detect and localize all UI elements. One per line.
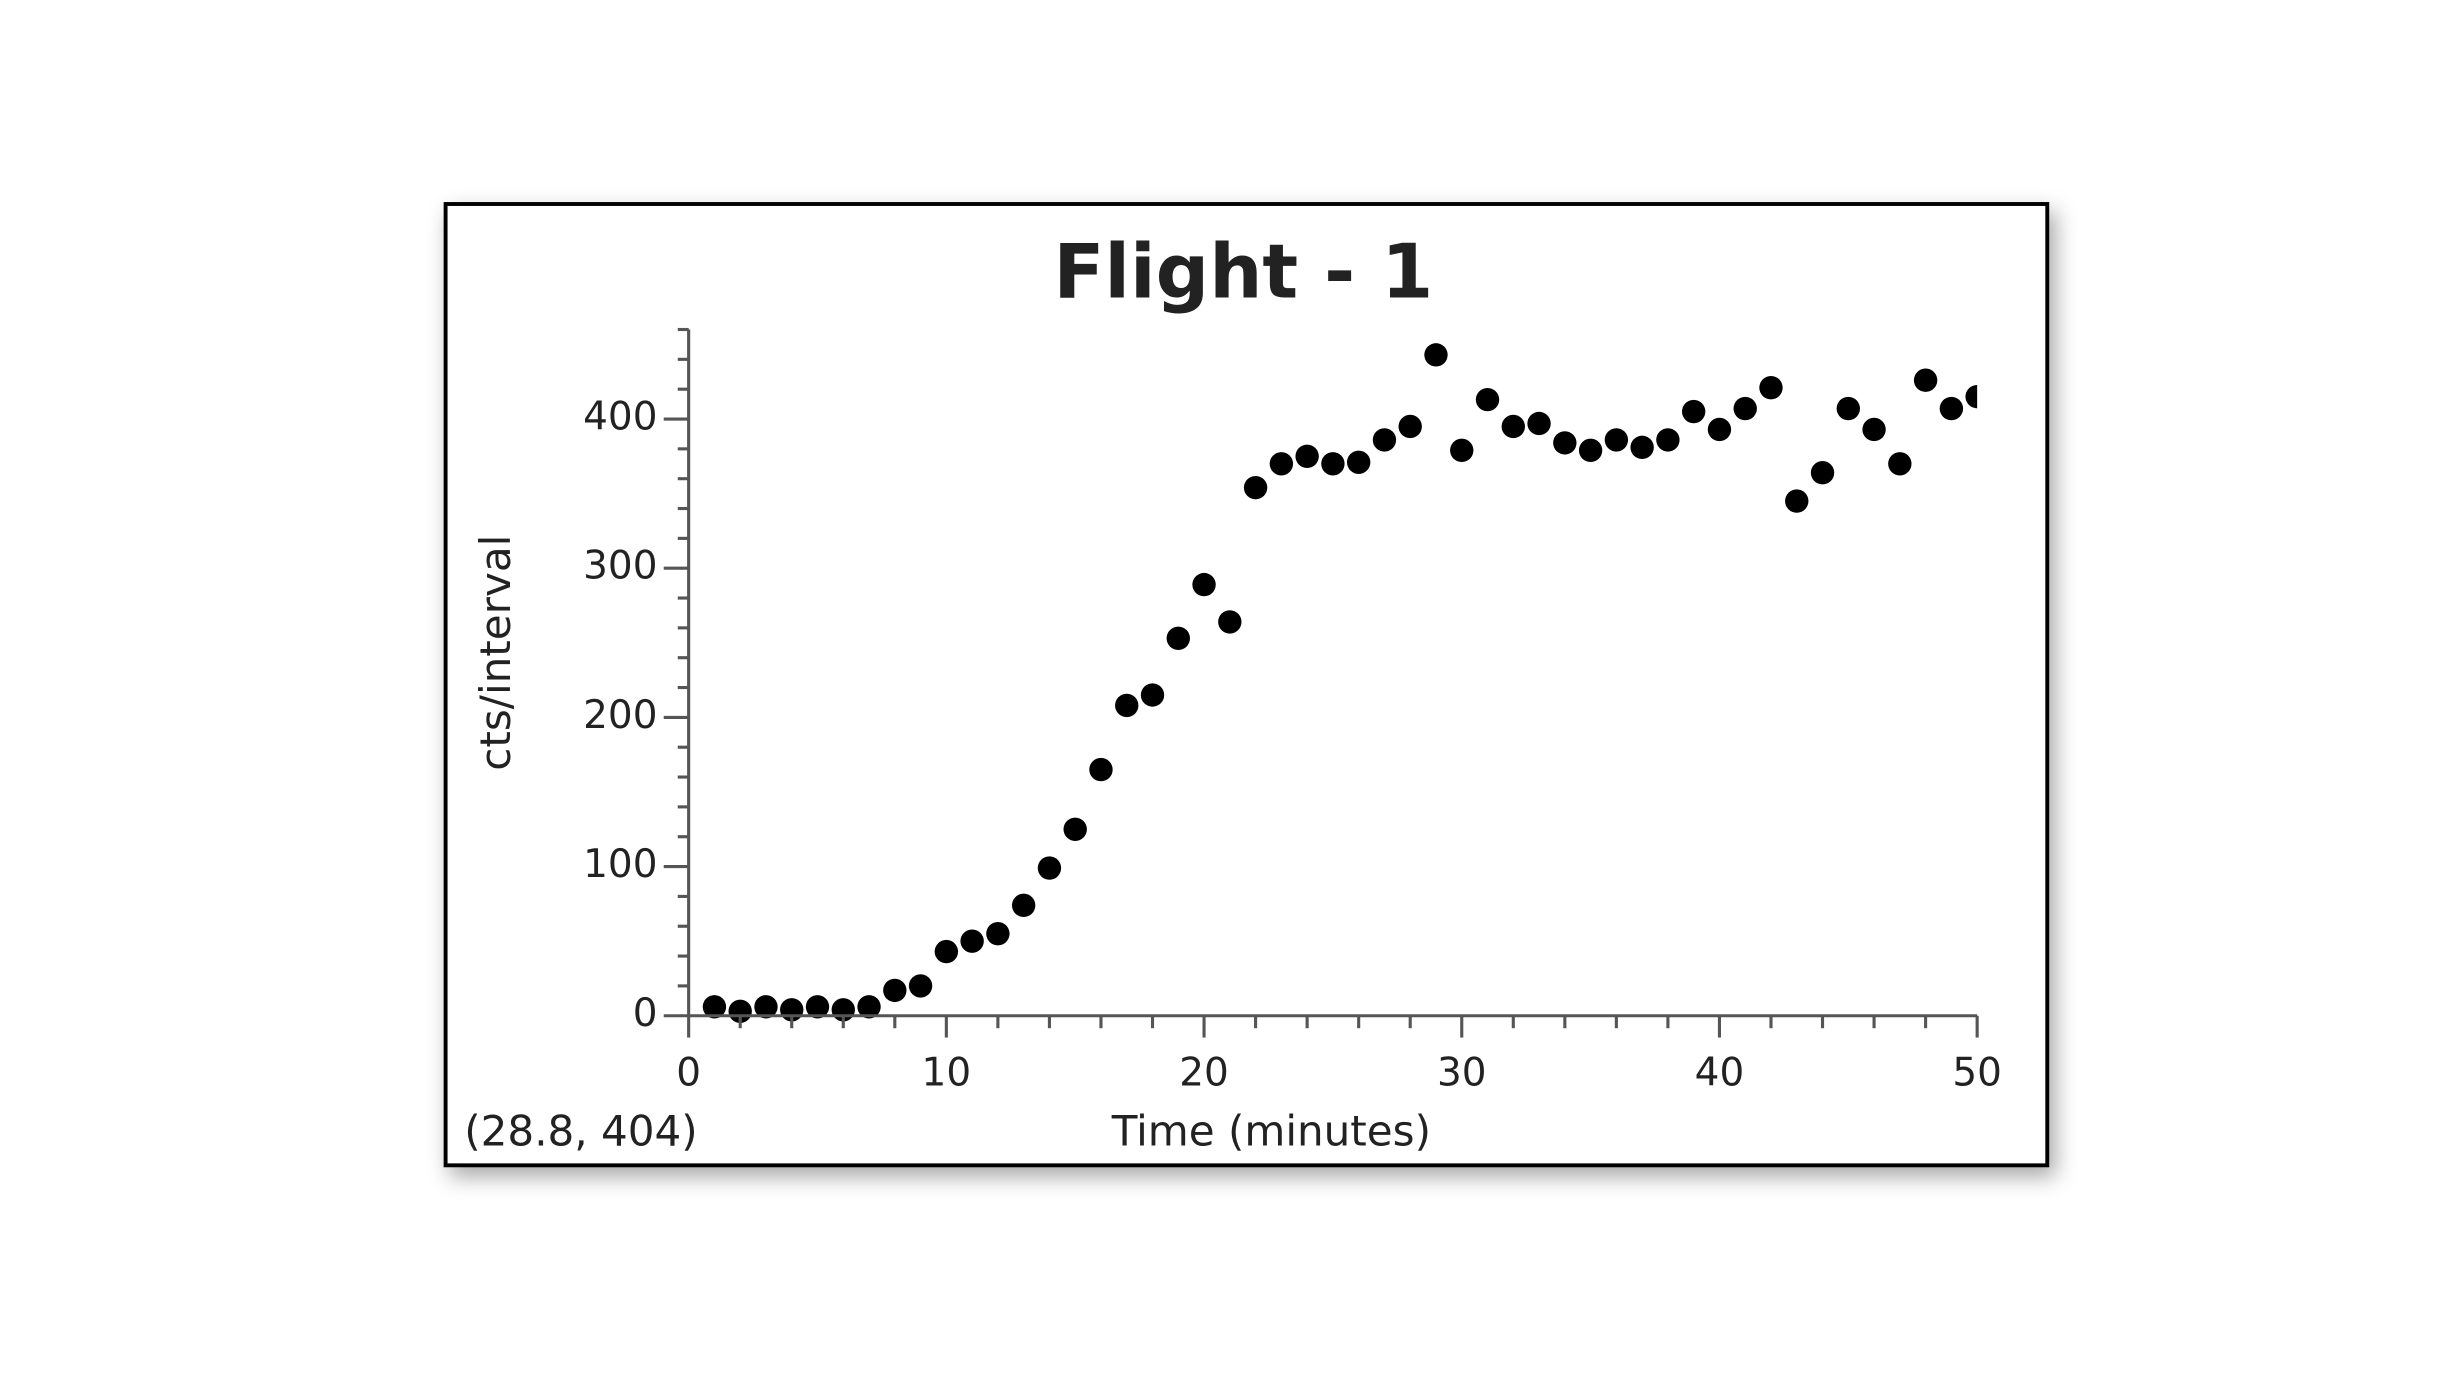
point bbox=[1269, 452, 1294, 476]
chart-title: Flight - 1 bbox=[1053, 229, 1433, 316]
point bbox=[1424, 343, 1448, 367]
point bbox=[1321, 452, 1345, 476]
point bbox=[857, 995, 881, 1019]
point bbox=[1037, 856, 1062, 880]
point bbox=[1707, 417, 1732, 442]
point bbox=[1888, 452, 1912, 476]
y-tick-label: 300 bbox=[583, 544, 657, 589]
x-tick-label: 0 bbox=[676, 1050, 701, 1095]
point bbox=[1939, 396, 1964, 421]
x-tick-label: 30 bbox=[1437, 1050, 1487, 1095]
point bbox=[1604, 428, 1629, 452]
point bbox=[1965, 384, 1978, 409]
x-tick-label: 40 bbox=[1695, 1050, 1745, 1095]
x-tick-label: 10 bbox=[922, 1050, 972, 1095]
y-tick-label: 100 bbox=[583, 842, 657, 887]
point bbox=[1836, 396, 1860, 421]
point bbox=[702, 995, 727, 1019]
chart-frame bbox=[443, 202, 2050, 1168]
point bbox=[883, 978, 907, 1003]
point bbox=[1218, 610, 1242, 634]
point bbox=[1630, 435, 1654, 460]
point bbox=[1166, 626, 1190, 651]
point bbox=[1656, 428, 1680, 452]
point bbox=[1450, 438, 1474, 463]
point bbox=[1089, 757, 1113, 782]
cursor-readout: (28.8, 404) bbox=[464, 1107, 697, 1156]
point bbox=[1913, 368, 1938, 392]
point bbox=[1810, 461, 1835, 485]
point bbox=[908, 974, 933, 998]
point bbox=[986, 922, 1010, 946]
point bbox=[1501, 414, 1525, 439]
y-tick-label: 200 bbox=[583, 693, 657, 738]
y-axis-label: cts/interval bbox=[471, 535, 520, 771]
point bbox=[805, 995, 830, 1019]
point bbox=[1011, 893, 1036, 918]
point bbox=[1063, 817, 1087, 841]
point bbox=[1862, 417, 1886, 442]
point bbox=[1398, 414, 1422, 439]
x-axis-label: Time (minutes) bbox=[1111, 1107, 1431, 1156]
points bbox=[702, 343, 1978, 1023]
point bbox=[1785, 489, 1809, 513]
point bbox=[1243, 475, 1268, 500]
point bbox=[1759, 376, 1783, 400]
point bbox=[1372, 428, 1397, 452]
point bbox=[1115, 693, 1139, 718]
point bbox=[1192, 572, 1216, 597]
point bbox=[1681, 399, 1706, 424]
point bbox=[1553, 431, 1577, 455]
y-tick-label: 0 bbox=[633, 991, 658, 1036]
point bbox=[1475, 387, 1500, 412]
point bbox=[1140, 683, 1165, 707]
point bbox=[1578, 438, 1603, 463]
point bbox=[934, 939, 959, 964]
x-tick-label: 50 bbox=[1952, 1050, 2002, 1095]
point bbox=[1527, 411, 1551, 436]
point bbox=[960, 929, 984, 953]
y-tick-label: 400 bbox=[583, 395, 657, 440]
x-tick-label: 20 bbox=[1179, 1050, 1229, 1095]
point bbox=[754, 995, 778, 1019]
point bbox=[1295, 444, 1319, 468]
point bbox=[1733, 396, 1757, 421]
point bbox=[1346, 450, 1371, 474]
